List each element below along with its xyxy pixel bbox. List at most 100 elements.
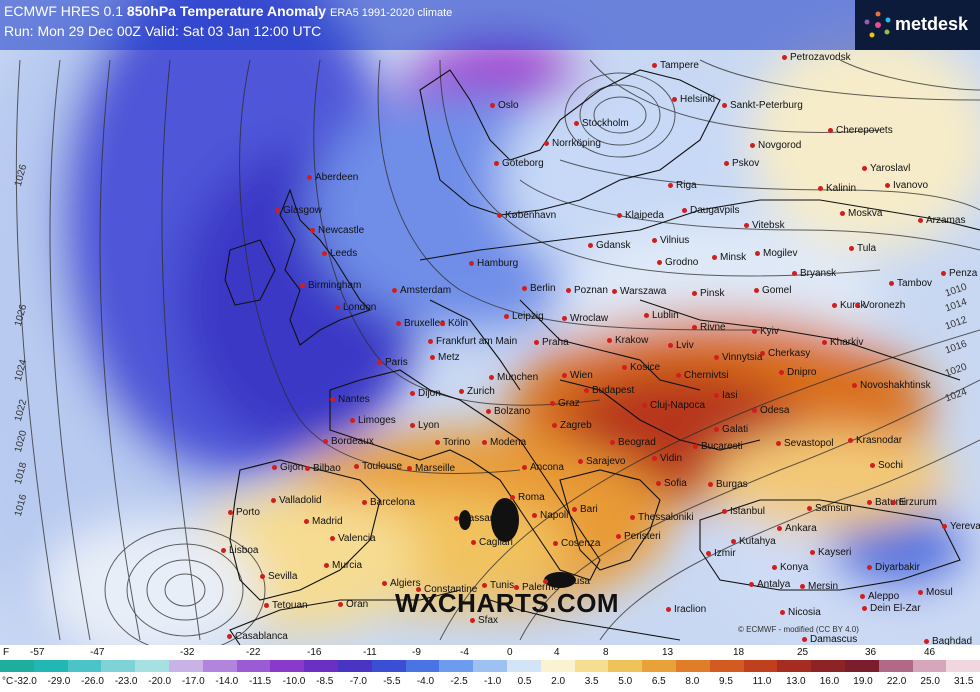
- city-label: Napoli: [540, 510, 569, 521]
- city-marker: [377, 360, 382, 365]
- colour-legend: F -57 -47 -32 -22 -16 -11 -9 -4 0 4 8 13 18 25 36 46 °C -…: [0, 645, 980, 692]
- f-tick: -4: [460, 647, 469, 658]
- f-tick: 18: [733, 647, 745, 658]
- city-marker: [612, 289, 617, 294]
- city-marker: [486, 409, 491, 414]
- city-label: København: [505, 210, 557, 221]
- c-tick: 3.5: [584, 676, 599, 687]
- city-label: Thessaloniki: [638, 512, 694, 523]
- city-marker: [562, 373, 567, 378]
- c-tick: 25.0: [920, 676, 940, 687]
- city-marker: [652, 238, 657, 243]
- sparkle-icon: [864, 11, 891, 38]
- climate-ref: ERA5 1991-2020 climate: [329, 7, 453, 19]
- city-label: Göteborg: [502, 158, 544, 169]
- copyright: © ECMWF - modified (CC BY 4.0): [738, 625, 859, 634]
- city-label: Chernivtsi: [684, 370, 729, 381]
- city-label: Helsinki: [680, 94, 716, 105]
- city-marker: [271, 498, 276, 503]
- city-marker: [918, 218, 923, 223]
- city-label: Birmingham: [308, 280, 362, 291]
- city-label: Marseille: [415, 463, 456, 474]
- city-marker: [860, 594, 865, 599]
- city-marker: [221, 548, 226, 553]
- city-marker: [522, 286, 527, 291]
- c-tick: -11.5: [249, 676, 272, 687]
- city-marker: [550, 401, 555, 406]
- title-line: ECMWF HRES 0.1 850hPa Temperature Anomal…: [4, 3, 452, 19]
- colour-scale-bar: [0, 660, 980, 672]
- legend-swatch: [675, 660, 710, 672]
- city-label: Mosul: [926, 587, 953, 598]
- city-marker: [489, 375, 494, 380]
- city-marker: [870, 463, 875, 468]
- city-label: Cluj-Napoca: [650, 400, 706, 411]
- legend-swatch: [743, 660, 778, 672]
- city-marker: [692, 291, 697, 296]
- city-marker: [889, 281, 894, 286]
- city-marker: [693, 444, 698, 449]
- city-label: Istanbul: [730, 506, 766, 517]
- city-marker: [514, 585, 519, 590]
- city-marker: [692, 325, 697, 330]
- city-label: Vinnytsia: [722, 352, 763, 363]
- city-label: Glasgow: [283, 205, 322, 216]
- city-marker: [510, 495, 515, 500]
- c-tick: 2.0: [551, 676, 566, 687]
- city-label: Yerevan: [950, 521, 980, 532]
- city-label: Gomel: [762, 285, 792, 296]
- c-tick: -8.5: [316, 676, 334, 687]
- city-marker: [849, 246, 854, 251]
- city-label: Frankfurt am Main: [436, 336, 518, 347]
- city-marker: [494, 161, 499, 166]
- legend-swatch: [337, 660, 372, 672]
- city-label: Graz: [558, 398, 580, 409]
- city-marker: [731, 539, 736, 544]
- legend-swatch: [844, 660, 879, 672]
- city-label: Praha: [542, 337, 569, 348]
- f-tick: -57: [30, 647, 45, 658]
- city-label: Cherkasy: [768, 348, 811, 359]
- c-tick: -26.0: [81, 676, 104, 687]
- city-label: Dijon: [418, 388, 441, 399]
- city-marker: [362, 500, 367, 505]
- city-label: Mogilev: [763, 248, 798, 259]
- city-label: Odesa: [760, 405, 790, 416]
- city-marker: [657, 260, 662, 265]
- f-tick: 13: [662, 647, 674, 658]
- city-marker: [482, 583, 487, 588]
- city-marker: [776, 441, 781, 446]
- city-label: Leipzig: [512, 311, 544, 322]
- city-label: Izmir: [714, 548, 736, 559]
- city-label: Voronezh: [863, 300, 906, 311]
- city-label: Constantine: [424, 584, 478, 595]
- city-marker: [862, 606, 867, 611]
- city-marker: [607, 338, 612, 343]
- anomaly-map: [0, 0, 980, 645]
- city-label: Sevilla: [268, 571, 298, 582]
- f-unit-label: F: [3, 647, 10, 658]
- city-label: Tunis: [490, 580, 515, 591]
- legend-swatch: [811, 660, 845, 672]
- city-marker: [410, 423, 415, 428]
- city-marker: [802, 637, 807, 642]
- city-label: Tula: [857, 243, 877, 254]
- legend-swatch: [777, 660, 812, 672]
- city-marker: [622, 365, 627, 370]
- city-marker: [644, 313, 649, 318]
- city-marker: [782, 55, 787, 60]
- legend-swatch: [574, 660, 609, 672]
- city-label: Lyon: [418, 420, 440, 431]
- city-marker: [818, 186, 823, 191]
- city-label: Sassari: [462, 513, 496, 524]
- city-marker: [712, 255, 717, 260]
- city-label: Palermo: [522, 582, 560, 593]
- city-marker: [855, 303, 860, 308]
- city-label: Yaroslavl: [870, 163, 911, 174]
- city-label: Paris: [385, 357, 408, 368]
- city-marker: [642, 403, 647, 408]
- city-marker: [504, 314, 509, 319]
- product-name: 850hPa Temperature Anomaly: [126, 3, 327, 19]
- city-marker: [668, 343, 673, 348]
- city-label: Konya: [780, 562, 809, 573]
